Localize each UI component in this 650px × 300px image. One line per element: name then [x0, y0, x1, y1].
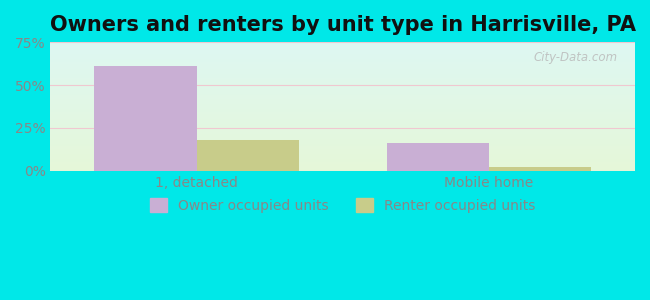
Title: Owners and renters by unit type in Harrisville, PA: Owners and renters by unit type in Harri… — [50, 15, 636, 35]
Bar — [196, 140, 299, 171]
Bar — [387, 143, 489, 171]
Legend: Owner occupied units, Renter occupied units: Owner occupied units, Renter occupied un… — [144, 192, 541, 218]
Bar — [94, 66, 196, 171]
Bar — [489, 167, 591, 171]
Text: City-Data.com: City-Data.com — [534, 51, 618, 64]
